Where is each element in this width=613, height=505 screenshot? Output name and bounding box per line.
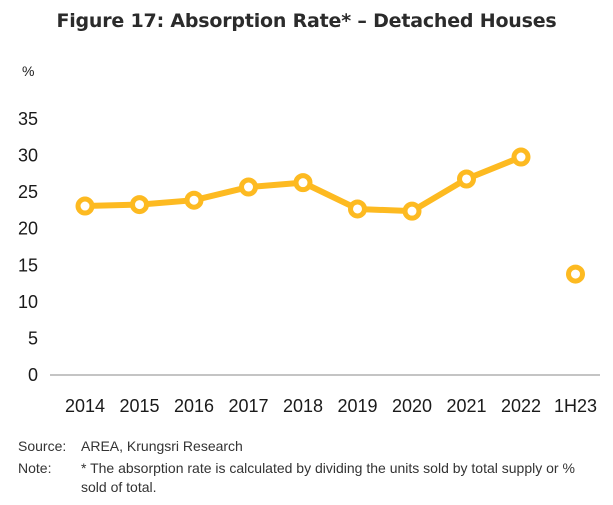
source-note: Source: AREA, Krungsri Research (18, 437, 608, 456)
x-tick-label: 2019 (337, 396, 377, 416)
x-tick-label: 1H23 (554, 396, 597, 416)
data-point-2022 (511, 147, 531, 167)
x-tick-label: 2014 (65, 396, 105, 416)
x-tick-label: 2022 (501, 396, 541, 416)
y-tick-label: 30 (18, 146, 38, 166)
x-tick-label: 2021 (446, 396, 486, 416)
data-point-2019 (348, 199, 367, 219)
y-tick-label: 5 (28, 328, 38, 348)
y-tick-label: 25 (18, 182, 38, 202)
data-point-1H23 (566, 264, 585, 284)
y-tick-label: 15 (18, 255, 38, 275)
data-point-2021 (457, 169, 476, 189)
x-tick-label: 2017 (228, 396, 268, 416)
source-text: AREA, Krungsri Research (81, 438, 243, 454)
y-tick-label: 20 (18, 219, 38, 239)
y-tick-label: 35 (18, 109, 38, 129)
data-point-2015 (130, 195, 149, 215)
data-point-2020 (402, 201, 422, 221)
note-text: * The absorption rate is calculated by d… (81, 460, 575, 495)
x-axis-ticks: 2014 2015 2016 2017 2018 2019 2020 2021 2022 1H23 (65, 396, 597, 416)
x-tick-label: 2020 (392, 396, 432, 416)
note-label: Note: (18, 460, 52, 476)
x-tick-label: 2018 (283, 396, 323, 416)
y-tick-label: 10 (18, 292, 38, 312)
data-point-2014 (75, 196, 95, 216)
data-point-2017 (239, 177, 258, 197)
series-absorption-rate (75, 147, 585, 284)
chart-title: Figure 17: Absorption Rate* – Detached H… (56, 10, 557, 32)
footnote: Note: * The absorption rate is calculate… (18, 459, 608, 499)
data-point-2018 (293, 173, 313, 193)
y-axis-unit-label: % (22, 63, 34, 79)
y-axis-ticks: 0 5 10 15 20 25 30 35 (18, 109, 38, 385)
x-tick-label: 2015 (119, 396, 159, 416)
x-tick-label: 2016 (174, 396, 214, 416)
source-label: Source: (18, 438, 67, 454)
data-point-2016 (184, 190, 204, 210)
y-tick-label: 0 (28, 365, 38, 385)
